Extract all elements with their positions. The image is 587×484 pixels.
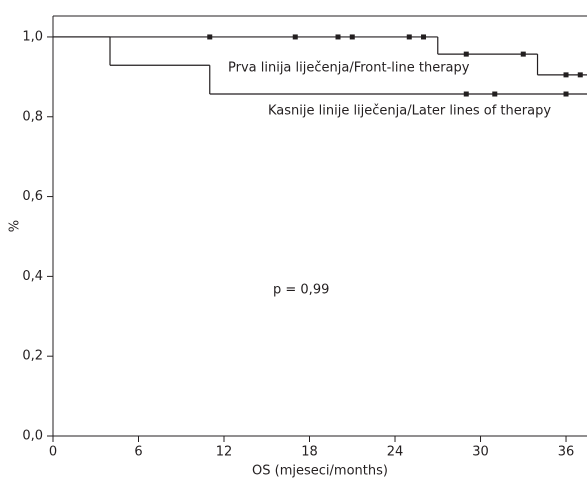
- censor-mark: [421, 34, 427, 40]
- censor-mark: [520, 51, 526, 57]
- x-tick-label: 30: [472, 445, 489, 460]
- x-tick-label: 24: [387, 445, 404, 460]
- x-tick-label: 36: [558, 445, 575, 460]
- censor-mark: [406, 34, 412, 40]
- censor-mark: [563, 91, 569, 97]
- y-axis-title: %: [8, 220, 23, 232]
- series-label: Prva linija liječenja/Front-line therapy: [228, 61, 470, 76]
- censor-mark: [463, 51, 469, 57]
- x-tick-label: 18: [301, 445, 318, 460]
- y-tick-label: 0,2: [22, 349, 43, 364]
- y-tick-label: 0,4: [22, 269, 43, 284]
- x-tick-label: 6: [134, 445, 142, 460]
- censor-mark: [349, 34, 355, 40]
- censor-mark: [207, 34, 213, 40]
- y-tick-label: 0,6: [22, 189, 43, 204]
- series-label: Kasnije linije liječenja/Later lines of …: [268, 104, 551, 119]
- y-tick-label: 0,8: [22, 109, 43, 124]
- x-axis-title: OS (mjeseci/months): [252, 464, 388, 479]
- censor-mark: [463, 91, 469, 97]
- censor-mark: [577, 72, 583, 78]
- censor-mark: [292, 34, 298, 40]
- y-tick-label: 1,0: [22, 29, 43, 44]
- y-tick-label: 0,0: [22, 429, 43, 444]
- censor-mark: [563, 72, 569, 78]
- p-value: p = 0,99: [273, 283, 329, 298]
- censor-mark: [335, 34, 341, 40]
- x-tick-label: 0: [49, 445, 57, 460]
- x-tick-label: 12: [216, 445, 233, 460]
- censor-mark: [492, 91, 498, 97]
